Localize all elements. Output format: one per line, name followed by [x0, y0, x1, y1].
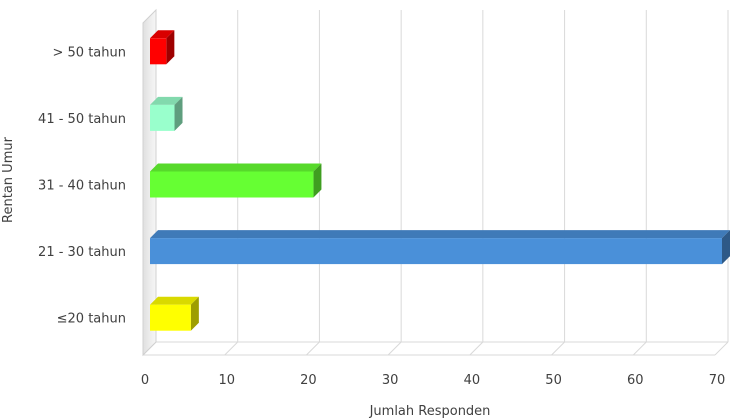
- gridline-floor: [469, 341, 484, 356]
- bar-end-face: [166, 30, 175, 65]
- y-tick-label: 21 - 30 tahun: [38, 245, 126, 260]
- x-tick-label: 60: [627, 373, 644, 388]
- x-tick-label: 10: [218, 373, 235, 388]
- bar-front-face: [150, 38, 167, 65]
- bar-front-face: [150, 304, 191, 331]
- bar-end-face: [722, 230, 730, 265]
- bar-end-face: [174, 96, 183, 131]
- bar-top-face: [150, 296, 199, 305]
- x-tick-label: 70: [709, 373, 726, 388]
- bar: [150, 230, 730, 265]
- gridline-floor: [551, 341, 565, 356]
- y-axis-title: Rentan Umur: [1, 136, 16, 223]
- y-tick-label: > 50 tahun: [53, 45, 126, 60]
- bars: [150, 30, 730, 331]
- x-axis-title: Jumlah Responden: [369, 404, 491, 419]
- bar-front-face: [150, 104, 175, 131]
- bar-front-face: [150, 171, 314, 198]
- y-tick-label: 41 - 50 tahun: [38, 112, 126, 127]
- y-tick-label: ≤20 tahun: [57, 312, 126, 327]
- side-wall: [142, 8, 157, 357]
- x-tick-label: 0: [141, 373, 149, 388]
- bar-end-face: [313, 163, 322, 198]
- gridline-floor: [387, 341, 402, 356]
- bar-top-face: [150, 96, 183, 105]
- bar-front-face: [150, 238, 722, 265]
- bar-top-face: [150, 30, 175, 39]
- x-tick-label: 30: [382, 373, 399, 388]
- bar: [150, 296, 199, 331]
- bar-top-face: [150, 230, 730, 239]
- bar: [150, 96, 183, 131]
- tick-labels: ≤20 tahun 21 - 30 tahun 31 - 40 tahun 41 - …: [38, 45, 725, 388]
- bar: [150, 30, 175, 65]
- gridline-floor: [714, 341, 729, 356]
- side-wall-panel: [142, 8, 157, 357]
- gridline-floor: [224, 341, 239, 356]
- gridline-floor: [632, 341, 647, 356]
- bar-top-face: [150, 163, 322, 172]
- bar-end-face: [190, 296, 199, 331]
- x-tick-label: 40: [464, 373, 481, 388]
- y-tick-label: 31 - 40 tahun: [38, 179, 126, 194]
- x-tick-label: 20: [300, 373, 317, 388]
- gridline-floor: [306, 341, 320, 356]
- bar: [150, 163, 322, 198]
- x-tick-label: 50: [545, 373, 562, 388]
